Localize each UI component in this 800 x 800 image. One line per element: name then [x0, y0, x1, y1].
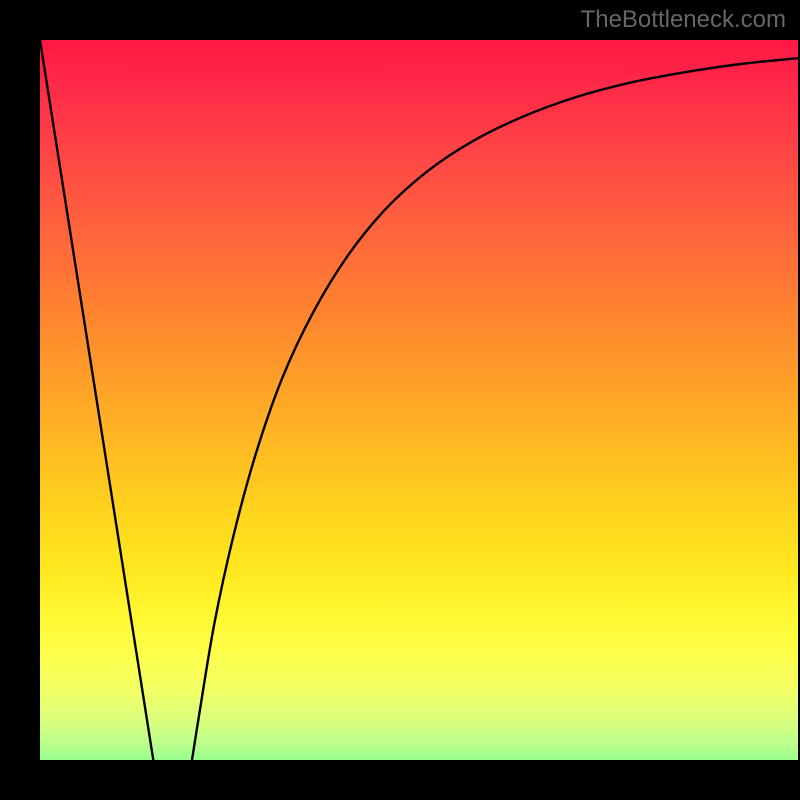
frame-bottom	[0, 760, 800, 800]
plot-background	[40, 40, 798, 798]
watermark-label: TheBottleneck.com	[581, 6, 786, 34]
frame-left	[0, 0, 40, 800]
bottleneck-chart	[0, 0, 800, 800]
